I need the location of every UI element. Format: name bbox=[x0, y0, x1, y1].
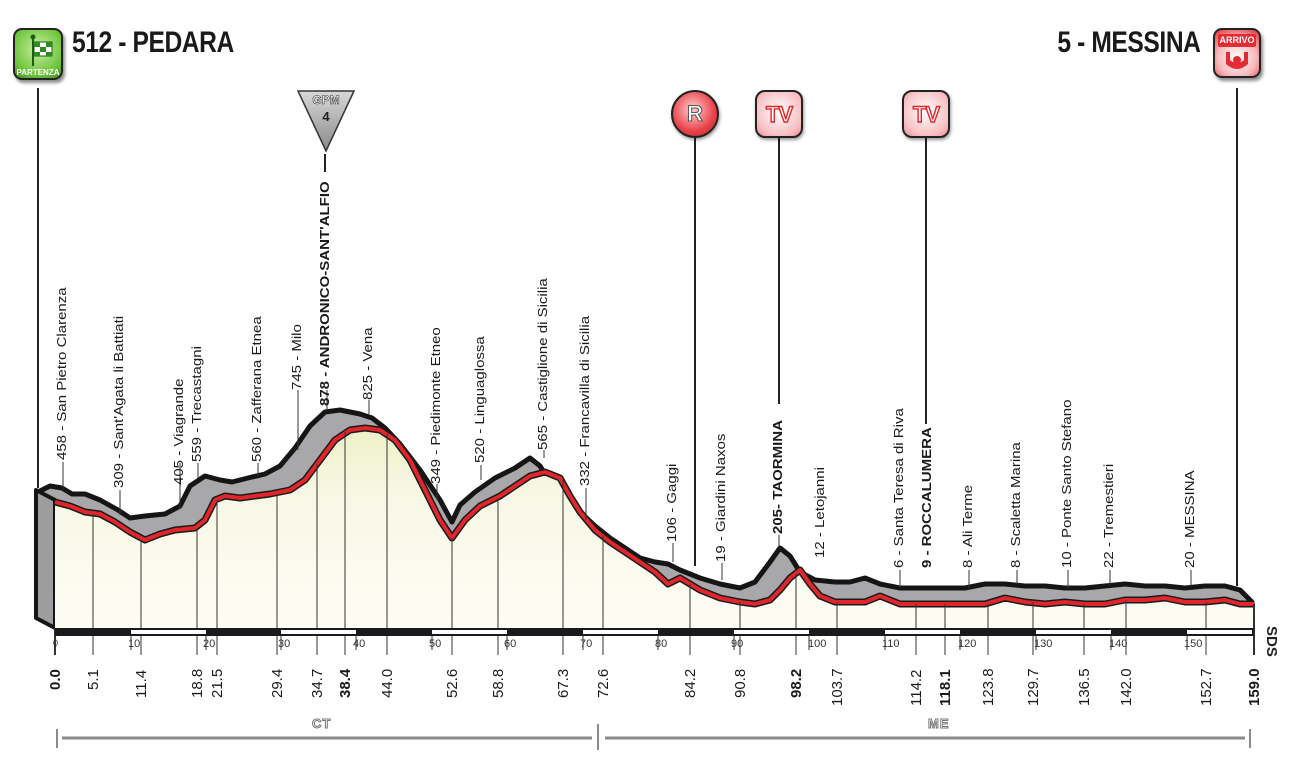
km-label: 44.0 bbox=[379, 668, 396, 698]
refreshment-zone-icon: R bbox=[687, 101, 704, 127]
km-label: 84.2 bbox=[682, 668, 699, 698]
profile-fill bbox=[55, 428, 1254, 628]
gpm-category: 4 bbox=[322, 109, 330, 124]
finish-arms-up-icon bbox=[1226, 52, 1248, 69]
tv-marker-1: TV bbox=[755, 90, 803, 138]
km-label: 118.1 bbox=[937, 669, 954, 706]
arrivo-badge: ARRIVO bbox=[1213, 28, 1261, 78]
waypoint-label: 458 - San Pietro Clarenza bbox=[55, 287, 70, 460]
km-label: 114.2 bbox=[908, 669, 925, 706]
km-label: 90.8 bbox=[732, 668, 749, 698]
waypoint-label: 520 - Linguaglossa bbox=[473, 336, 488, 463]
waypoint-label: 309 - Sant'Agata li Battiati bbox=[112, 315, 127, 488]
axis-tick-label: 70 bbox=[580, 638, 593, 650]
waypoint-label: 8 - Ali Terme bbox=[961, 484, 976, 568]
km-label: 67.3 bbox=[555, 668, 572, 698]
axis-tick-label: 0 bbox=[53, 638, 59, 648]
axis-tick-label: 50 bbox=[429, 638, 442, 650]
refreshment-marker: R bbox=[671, 90, 719, 138]
waypoint-label: 8 - Scaletta Marina bbox=[1009, 442, 1024, 568]
km-label: 142.0 bbox=[1118, 668, 1135, 706]
axis-tick-label: 100 bbox=[808, 638, 827, 650]
waypoint-label: 405 - Viagrande bbox=[172, 378, 187, 485]
axis-tick-label: 30 bbox=[278, 638, 291, 650]
profile-red-inner bbox=[54, 426, 1254, 606]
waypoint-label: 825 - Vena bbox=[361, 327, 376, 400]
sds-label: SDS bbox=[1263, 626, 1280, 657]
km-label: 0.0 bbox=[47, 669, 64, 690]
waypoint-label: 22 - Tremestieri bbox=[1102, 463, 1117, 568]
waypoint-label: 560 - Zafferana Etnea bbox=[250, 316, 265, 462]
tv-icon: TV bbox=[765, 101, 794, 127]
km-label: 21.5 bbox=[209, 668, 226, 698]
waypoint-label-roccalumera: 9 - ROCCALUMERA bbox=[920, 427, 935, 568]
tv-marker-2: TV bbox=[902, 90, 950, 138]
profile-left-wall bbox=[34, 488, 57, 630]
arrivo-banner: ARRIVO bbox=[1218, 34, 1256, 47]
waypoint-label: 19 - Giardini Naxos bbox=[714, 433, 729, 562]
axis-tick-label: 10 bbox=[128, 638, 141, 650]
province-bars bbox=[56, 724, 1251, 750]
waypoint-label: 20 - MESSINA bbox=[1183, 470, 1198, 568]
waypoint-label: 745 - Milo bbox=[290, 324, 305, 390]
waypoint-label: 349 - Piedimonte Etneo bbox=[429, 327, 444, 484]
km-label: 159.0 bbox=[1246, 668, 1263, 706]
finish-title: 5 - MESSINA bbox=[1057, 26, 1202, 59]
km-label: 29.4 bbox=[269, 668, 286, 698]
km-label: 72.6 bbox=[595, 668, 612, 698]
waypoint-label: 10 - Ponte Santo Stefano bbox=[1060, 399, 1075, 568]
km-label: 136.5 bbox=[1076, 668, 1093, 706]
km-label: 38.4 bbox=[337, 668, 354, 698]
km-axis-ticks bbox=[54, 636, 1188, 650]
axis-tick-label: 60 bbox=[504, 638, 517, 650]
waypoint-label: 559 - Trecastagni bbox=[190, 346, 205, 462]
waypoint-label: 6 - Santa Teresa di Riva bbox=[892, 408, 907, 568]
tv-icon: TV bbox=[912, 101, 941, 127]
start-title: 512 - PEDARA bbox=[72, 26, 234, 59]
province-label-me: ME bbox=[928, 716, 950, 732]
waypoint-leader-lines bbox=[62, 390, 1192, 588]
axis-tick-label: 130 bbox=[1034, 638, 1053, 650]
waypoint-label: 565 - Castiglione di Sicilia bbox=[536, 278, 551, 450]
waypoint-label: 12 - Letojanni bbox=[813, 467, 828, 558]
partenza-badge: PARTENZA bbox=[13, 28, 63, 80]
gpm-triangle-icon bbox=[296, 90, 356, 153]
waypoint-label: 332 - Francavilla di Sicilia bbox=[578, 315, 593, 486]
km-label: 123.8 bbox=[980, 668, 997, 706]
waypoint-label-taormina: 205- TAORMINA bbox=[771, 420, 786, 534]
axis-tick-label: 150 bbox=[1184, 638, 1203, 650]
km-label: 18.8 bbox=[189, 668, 206, 698]
waypoint-label-gpm: 878 - ANDRONICO-SANT'ALFIO bbox=[318, 181, 333, 406]
axis-tick-label: 40 bbox=[353, 638, 366, 650]
axis-tick-label: 140 bbox=[1109, 638, 1128, 650]
km-label: 152.7 bbox=[1198, 668, 1215, 706]
axis-tick-label: 80 bbox=[655, 638, 668, 650]
gpm-label: GPM bbox=[312, 93, 340, 108]
km-label: 5.1 bbox=[85, 669, 102, 690]
km-label: 103.7 bbox=[829, 668, 846, 706]
province-label-ct: CT bbox=[311, 716, 332, 732]
km-label: 58.8 bbox=[490, 668, 507, 698]
waypoint-label: 106 - Gaggi bbox=[665, 463, 680, 542]
gpm-marker: GPM 4 bbox=[296, 89, 356, 153]
km-label: 11.4 bbox=[133, 669, 150, 698]
axis-tick-label: 110 bbox=[882, 638, 900, 650]
axis-tick-label: 120 bbox=[958, 638, 977, 650]
km-label: 129.7 bbox=[1025, 668, 1042, 706]
checkered-flag-icon bbox=[30, 34, 53, 66]
km-label: 34.7 bbox=[309, 668, 326, 698]
km-label: 52.6 bbox=[444, 668, 461, 698]
km-label: 98.2 bbox=[788, 668, 805, 698]
axis-tick-label: 20 bbox=[203, 638, 216, 650]
partenza-label: PARTENZA bbox=[16, 68, 60, 77]
km-axis-white-segments bbox=[131, 630, 1252, 634]
axis-tick-label: 90 bbox=[731, 638, 744, 650]
